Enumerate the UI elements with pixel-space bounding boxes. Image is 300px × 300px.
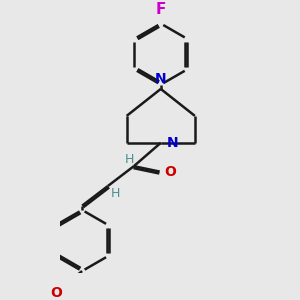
- Text: H: H: [125, 153, 134, 166]
- Text: N: N: [167, 136, 179, 150]
- Text: N: N: [155, 72, 166, 86]
- Text: O: O: [50, 286, 62, 300]
- Text: F: F: [156, 2, 166, 17]
- Text: H: H: [111, 187, 121, 200]
- Text: O: O: [164, 165, 176, 178]
